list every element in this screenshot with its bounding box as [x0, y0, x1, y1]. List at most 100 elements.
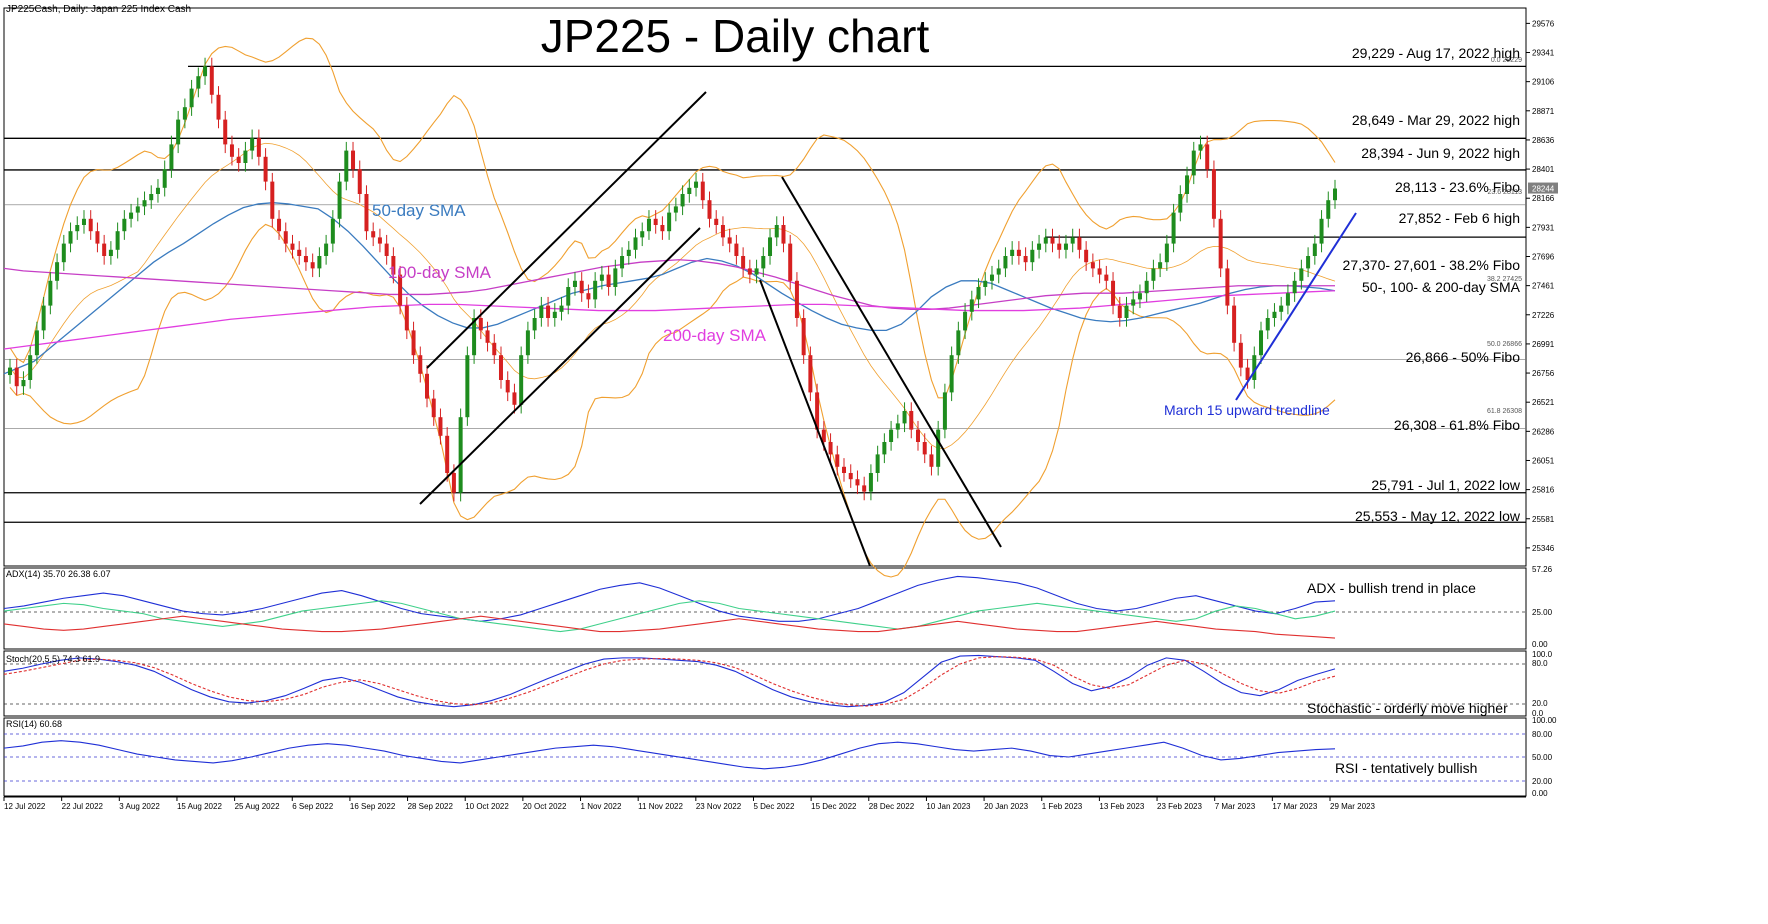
- candle-body: [95, 231, 100, 244]
- level-label: 50-, 100- & 200-day SMA: [1362, 279, 1521, 295]
- candle-body: [727, 237, 732, 244]
- candle-body: [324, 243, 329, 256]
- candle-body: [572, 280, 577, 287]
- candle-body: [694, 181, 699, 188]
- candle-body: [209, 66, 214, 95]
- rsi-header: RSI(14) 60.68: [6, 719, 62, 729]
- candle-body: [788, 243, 793, 281]
- channel-line: [419, 227, 701, 505]
- chart-title: JP225 - Daily chart: [541, 10, 930, 62]
- candle-body: [1326, 200, 1331, 219]
- rsi-tick: 100.00: [1532, 716, 1557, 725]
- level-label: 29,229 - Aug 17, 2022 high: [1352, 45, 1520, 61]
- candle-body: [606, 274, 611, 287]
- candle-body: [445, 435, 450, 473]
- candle-body: [1057, 243, 1062, 250]
- candle-body: [337, 181, 342, 219]
- candle-body: [465, 355, 470, 418]
- candle-body: [842, 466, 847, 473]
- adx-note: ADX - bullish trend in place: [1307, 580, 1476, 596]
- candle-body: [182, 107, 187, 120]
- candle-body: [1333, 188, 1337, 201]
- candle-body: [155, 187, 160, 194]
- time-label: 5 Dec 2022: [753, 802, 794, 811]
- candle-body: [28, 355, 33, 380]
- candle-body: [303, 256, 308, 263]
- candle-body: [1097, 268, 1102, 275]
- candle-body: [1279, 305, 1284, 312]
- candle-body: [855, 479, 860, 486]
- candle-body: [364, 194, 369, 232]
- time-label: 16 Sep 2022: [350, 802, 396, 811]
- candle-body: [81, 218, 86, 225]
- candle-body: [1238, 342, 1243, 368]
- channel-line: [759, 279, 871, 567]
- candle-body: [586, 293, 591, 300]
- candle-body: [633, 237, 638, 250]
- fibo-tag: 50.0 26866: [1487, 341, 1522, 348]
- price-tick-label: 25816: [1532, 486, 1555, 495]
- time-label: 20 Jan 2023: [984, 802, 1029, 811]
- candle-body: [532, 318, 537, 331]
- price-tick-label: 27696: [1532, 252, 1555, 261]
- candle-body: [1003, 256, 1008, 269]
- candle-body: [640, 231, 645, 238]
- stoch-k-line: [3, 654, 1336, 708]
- price-axis-ticks: 29576 29341 29106 28871 28636 28401 28166 27931…: [1526, 19, 1558, 553]
- time-label: 23 Nov 2022: [696, 802, 742, 811]
- candle-body: [1151, 268, 1156, 281]
- candle-body: [1023, 256, 1028, 263]
- candle-body: [498, 355, 503, 380]
- candle-body: [848, 473, 853, 480]
- candle-body: [398, 274, 403, 306]
- time-label: 20 Oct 2022: [523, 802, 567, 811]
- time-label: 10 Oct 2022: [465, 802, 509, 811]
- stoch-tick: 100.0: [1532, 650, 1553, 659]
- candle-body: [821, 429, 826, 442]
- rsi-line: [3, 740, 1336, 770]
- price-tick-label: 26991: [1532, 340, 1555, 349]
- sma200-annotation: 200-day SMA: [663, 326, 767, 345]
- candle-body: [862, 485, 867, 492]
- fibo-tag: 23.6 28113: [1487, 189, 1522, 196]
- candle-body: [384, 243, 389, 256]
- candle-body: [223, 119, 228, 145]
- bollinger-bands: [9, 37, 1336, 578]
- candle-body: [236, 156, 241, 163]
- candle-body: [875, 454, 880, 473]
- candle-body: [593, 280, 598, 300]
- candle-body: [485, 330, 490, 343]
- candle-body: [1265, 318, 1270, 331]
- candle-body: [1312, 243, 1317, 256]
- march-trendline: [1235, 212, 1357, 401]
- candle-body: [1158, 262, 1163, 269]
- candle-body: [1010, 249, 1015, 256]
- trendline-annotation: March 15 upward trendline: [1164, 402, 1330, 418]
- candle-body: [8, 367, 12, 376]
- candle-body: [283, 231, 288, 244]
- candle-body: [1164, 243, 1169, 263]
- stoch-tick: 0.0: [1532, 709, 1544, 718]
- price-tick-label: 28871: [1532, 107, 1555, 116]
- candle-body: [344, 150, 349, 182]
- candle-body: [290, 243, 295, 250]
- fibo-tag: 0.0 29229: [1491, 57, 1522, 64]
- price-tick-label: 27461: [1532, 282, 1555, 291]
- candle-body: [747, 268, 752, 275]
- time-label: 17 Mar 2023: [1272, 802, 1317, 811]
- candle-body: [425, 373, 430, 399]
- price-tick-label: 25346: [1532, 544, 1555, 553]
- candle-body: [801, 318, 806, 356]
- candle-body: [297, 249, 302, 256]
- price-tick-label: 27931: [1532, 223, 1555, 232]
- level-labels: 29,229 - Aug 17, 2022 high 28,649 - Mar 2…: [1343, 45, 1523, 524]
- candle-body: [566, 287, 571, 306]
- candle-body: [1137, 293, 1142, 300]
- level-label: 27,370- 27,601 - 38.2% Fibo: [1343, 257, 1521, 273]
- candle-body: [102, 243, 107, 256]
- time-label: 12 Jul 2022: [4, 802, 46, 811]
- stoch-note: Stochastic - orderly move higher: [1307, 700, 1508, 716]
- candle-body: [1272, 311, 1277, 318]
- candle-body: [162, 169, 167, 188]
- candle-body: [1198, 144, 1203, 151]
